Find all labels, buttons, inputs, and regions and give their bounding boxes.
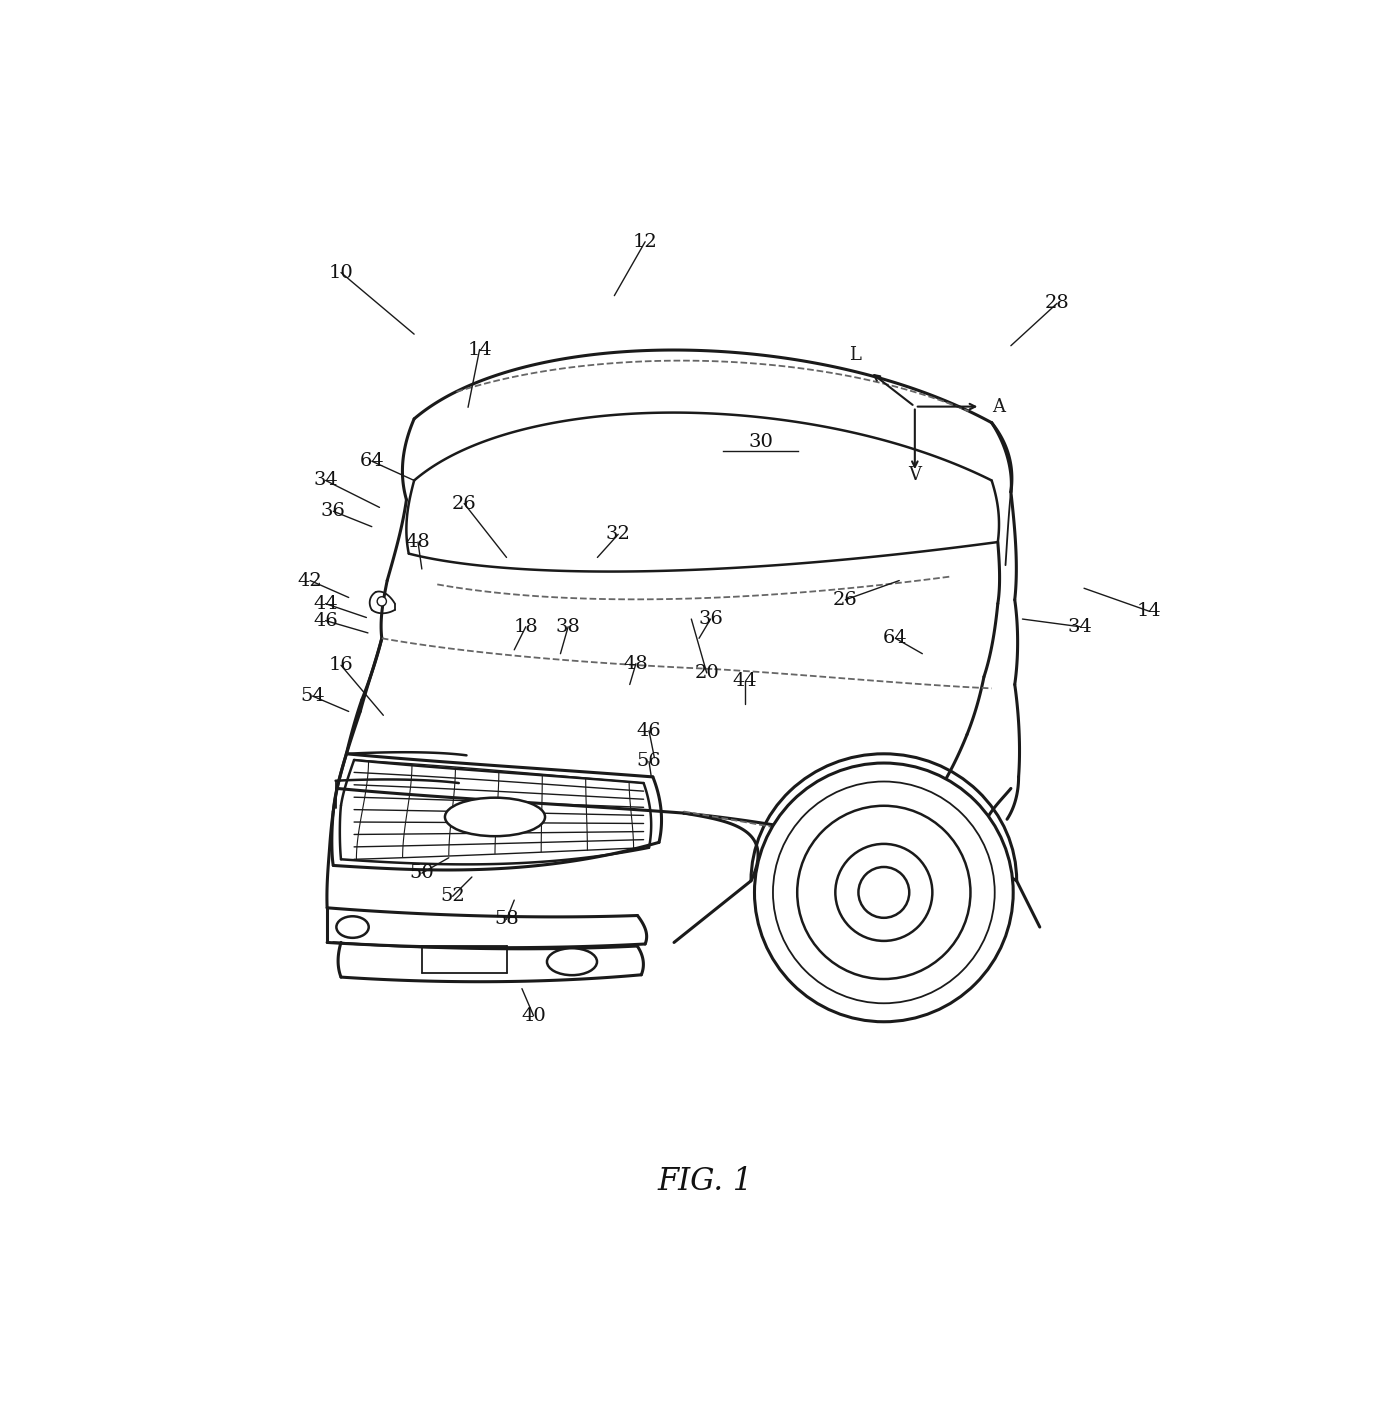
Text: V: V <box>908 465 922 483</box>
Circle shape <box>859 867 910 917</box>
Text: 10: 10 <box>329 264 354 281</box>
Text: 56: 56 <box>637 753 662 770</box>
Text: 16: 16 <box>329 656 354 674</box>
Circle shape <box>835 844 933 941</box>
Text: 26: 26 <box>451 495 476 513</box>
Text: 32: 32 <box>605 525 630 544</box>
Text: 14: 14 <box>1137 603 1161 621</box>
Text: 50: 50 <box>410 864 435 882</box>
Text: 46: 46 <box>314 611 338 629</box>
Text: L: L <box>849 346 861 364</box>
Ellipse shape <box>444 798 545 836</box>
Ellipse shape <box>336 916 369 937</box>
Ellipse shape <box>548 948 597 975</box>
Text: 48: 48 <box>406 532 431 551</box>
Text: 58: 58 <box>494 910 519 929</box>
Text: 20: 20 <box>695 665 720 681</box>
Circle shape <box>754 763 1013 1021</box>
Text: 44: 44 <box>314 594 338 613</box>
Text: A: A <box>992 398 1004 416</box>
Text: 64: 64 <box>883 629 908 648</box>
Text: 18: 18 <box>513 618 538 635</box>
Text: 54: 54 <box>300 687 325 705</box>
Text: 36: 36 <box>698 610 722 628</box>
Text: 46: 46 <box>637 722 662 739</box>
Text: 34: 34 <box>1068 618 1093 635</box>
Text: 28: 28 <box>1044 295 1069 312</box>
Text: 42: 42 <box>297 572 322 590</box>
Text: 38: 38 <box>556 618 581 635</box>
Text: 30: 30 <box>749 433 773 451</box>
Circle shape <box>773 781 995 1003</box>
Text: 48: 48 <box>623 655 648 673</box>
Text: 36: 36 <box>321 502 345 520</box>
Circle shape <box>377 597 387 606</box>
Text: 52: 52 <box>440 887 465 905</box>
Text: 40: 40 <box>522 1006 546 1024</box>
Text: 64: 64 <box>359 452 384 471</box>
Text: 34: 34 <box>314 472 338 489</box>
Text: 12: 12 <box>633 233 658 250</box>
Circle shape <box>797 806 970 979</box>
Text: FIG. 1: FIG. 1 <box>658 1166 753 1197</box>
Text: 26: 26 <box>832 590 857 608</box>
Text: 14: 14 <box>468 340 493 358</box>
Text: 44: 44 <box>733 672 758 690</box>
